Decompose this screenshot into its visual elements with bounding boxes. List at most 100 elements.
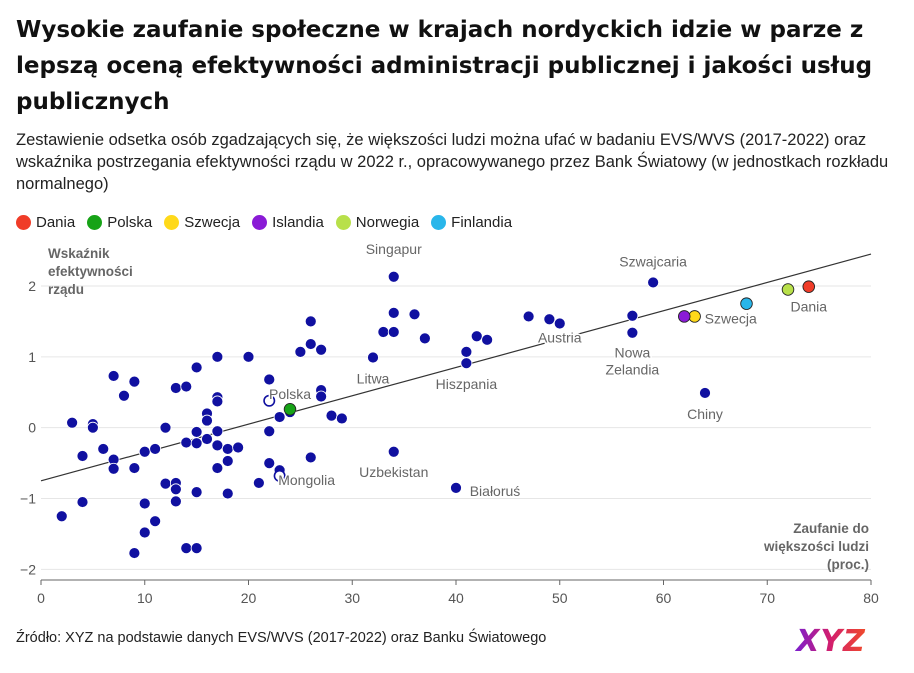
data-point [211,395,224,408]
data-point [221,487,234,500]
y-tick-label: 2 [28,278,36,294]
brand-logo: XYZ [794,625,866,655]
data-point [169,495,182,508]
data-point [169,483,182,496]
x-axis-title-line: Zaufanie do [793,521,869,536]
legend-item-polska: Polska [87,214,152,231]
data-point [543,313,556,326]
highlight-point-norwegia [781,283,795,296]
data-point [201,433,213,445]
data-point [118,389,130,402]
data-point [138,497,151,510]
data-point [460,345,473,358]
x-tick-label: 20 [241,590,257,606]
annotation-label: Szwajcaria [619,253,687,269]
annotation-label: Chiny [687,406,723,422]
y-tick-label: −2 [20,561,36,577]
highlight-point-szwecja [688,310,701,323]
legend-label-szwecja: Szwecja [184,213,241,231]
legend-dot-norwegia [335,214,351,230]
legend-label-finlandia: Finlandia [451,213,513,231]
source-footer: Źródło: XYZ na podstawie danych EVS/WVS … [16,630,547,646]
data-point [387,306,400,319]
chart-subtitle: Zestawienie odsetka osób zgadzających si… [16,131,889,193]
trend-line [40,253,872,482]
data-point [626,326,639,339]
data-point [149,443,162,455]
data-point [180,542,193,555]
highlight-point-polska [283,402,297,416]
data-point [294,345,307,358]
data-point [190,361,203,374]
legend-dot-szwecja [164,214,180,230]
legend-label-polska: Polska [107,213,153,231]
data-point-open [273,469,286,482]
x-tick-label: 10 [137,590,153,606]
data-point [128,547,141,559]
logo-text: XYZ [794,625,866,655]
data-point [408,308,421,321]
legend-label-dania: Dania [36,213,76,231]
data-point [647,276,660,289]
data-point [190,426,203,438]
x-tick-label: 70 [759,590,775,606]
data-point [107,370,120,382]
data-point [190,486,203,499]
annotation-label: Zelandia [606,362,660,378]
data-point [211,350,224,363]
annotation-label: Białoruś [470,483,521,499]
y-tick-label: 0 [28,420,36,436]
data-point [522,310,535,323]
y-tick-label: 1 [28,349,36,365]
x-tick-label: 0 [37,590,45,606]
data-point [460,357,473,370]
annotation-label: Dania [790,299,827,315]
highlight-point-islandia [678,310,691,323]
legend: Dania Polska Szwecja Islandia Norwegia F… [16,211,524,233]
data-point [387,270,400,283]
annotation-label: Uzbekistan [359,464,428,480]
x-tick-label: 60 [656,590,672,606]
data-point [128,375,141,388]
data-point [263,373,276,386]
data-point-open [263,394,276,407]
highlight-point-dania [802,280,816,293]
data-point [159,477,172,490]
data-point [242,350,255,363]
x-tick-label: 80 [863,590,879,606]
legend-dot-dania [16,214,31,230]
annotation-label: Singapur [366,241,422,257]
data-point [304,338,317,350]
data-point [263,457,276,469]
data-point [304,451,317,464]
data-point [387,445,400,458]
annotation-label: Austria [538,330,582,346]
data-point [128,462,141,474]
x-tick-label: 50 [552,590,568,606]
chart-title: Wysokie zaufanie społeczne w krajach nor… [16,17,873,115]
data-point [201,414,213,427]
data-point [232,441,245,454]
data-point [315,343,328,356]
legend-item-norwegia: Norwegia [335,214,419,231]
annotation-label: Szwecja [705,310,757,326]
data-point [221,455,234,467]
data-point [149,515,162,528]
annotation-label: Polska [269,386,311,402]
data-point [418,332,431,345]
x-tick-label: 30 [344,590,360,606]
data-point [263,425,276,438]
legend-dot-islandia [252,214,268,230]
data-point [76,496,89,508]
x-axis-title-line: większości ludzi [763,539,869,554]
data-point [211,425,224,438]
legend-item-szwecja: Szwecja [164,214,240,231]
x-tick-label: 40 [448,590,464,606]
data-point [450,481,462,494]
annotation-label: Litwa [357,371,390,387]
data-point [190,542,203,555]
data-point [211,462,224,474]
highlight-point-finlandia [740,297,753,310]
data-point [387,326,400,338]
